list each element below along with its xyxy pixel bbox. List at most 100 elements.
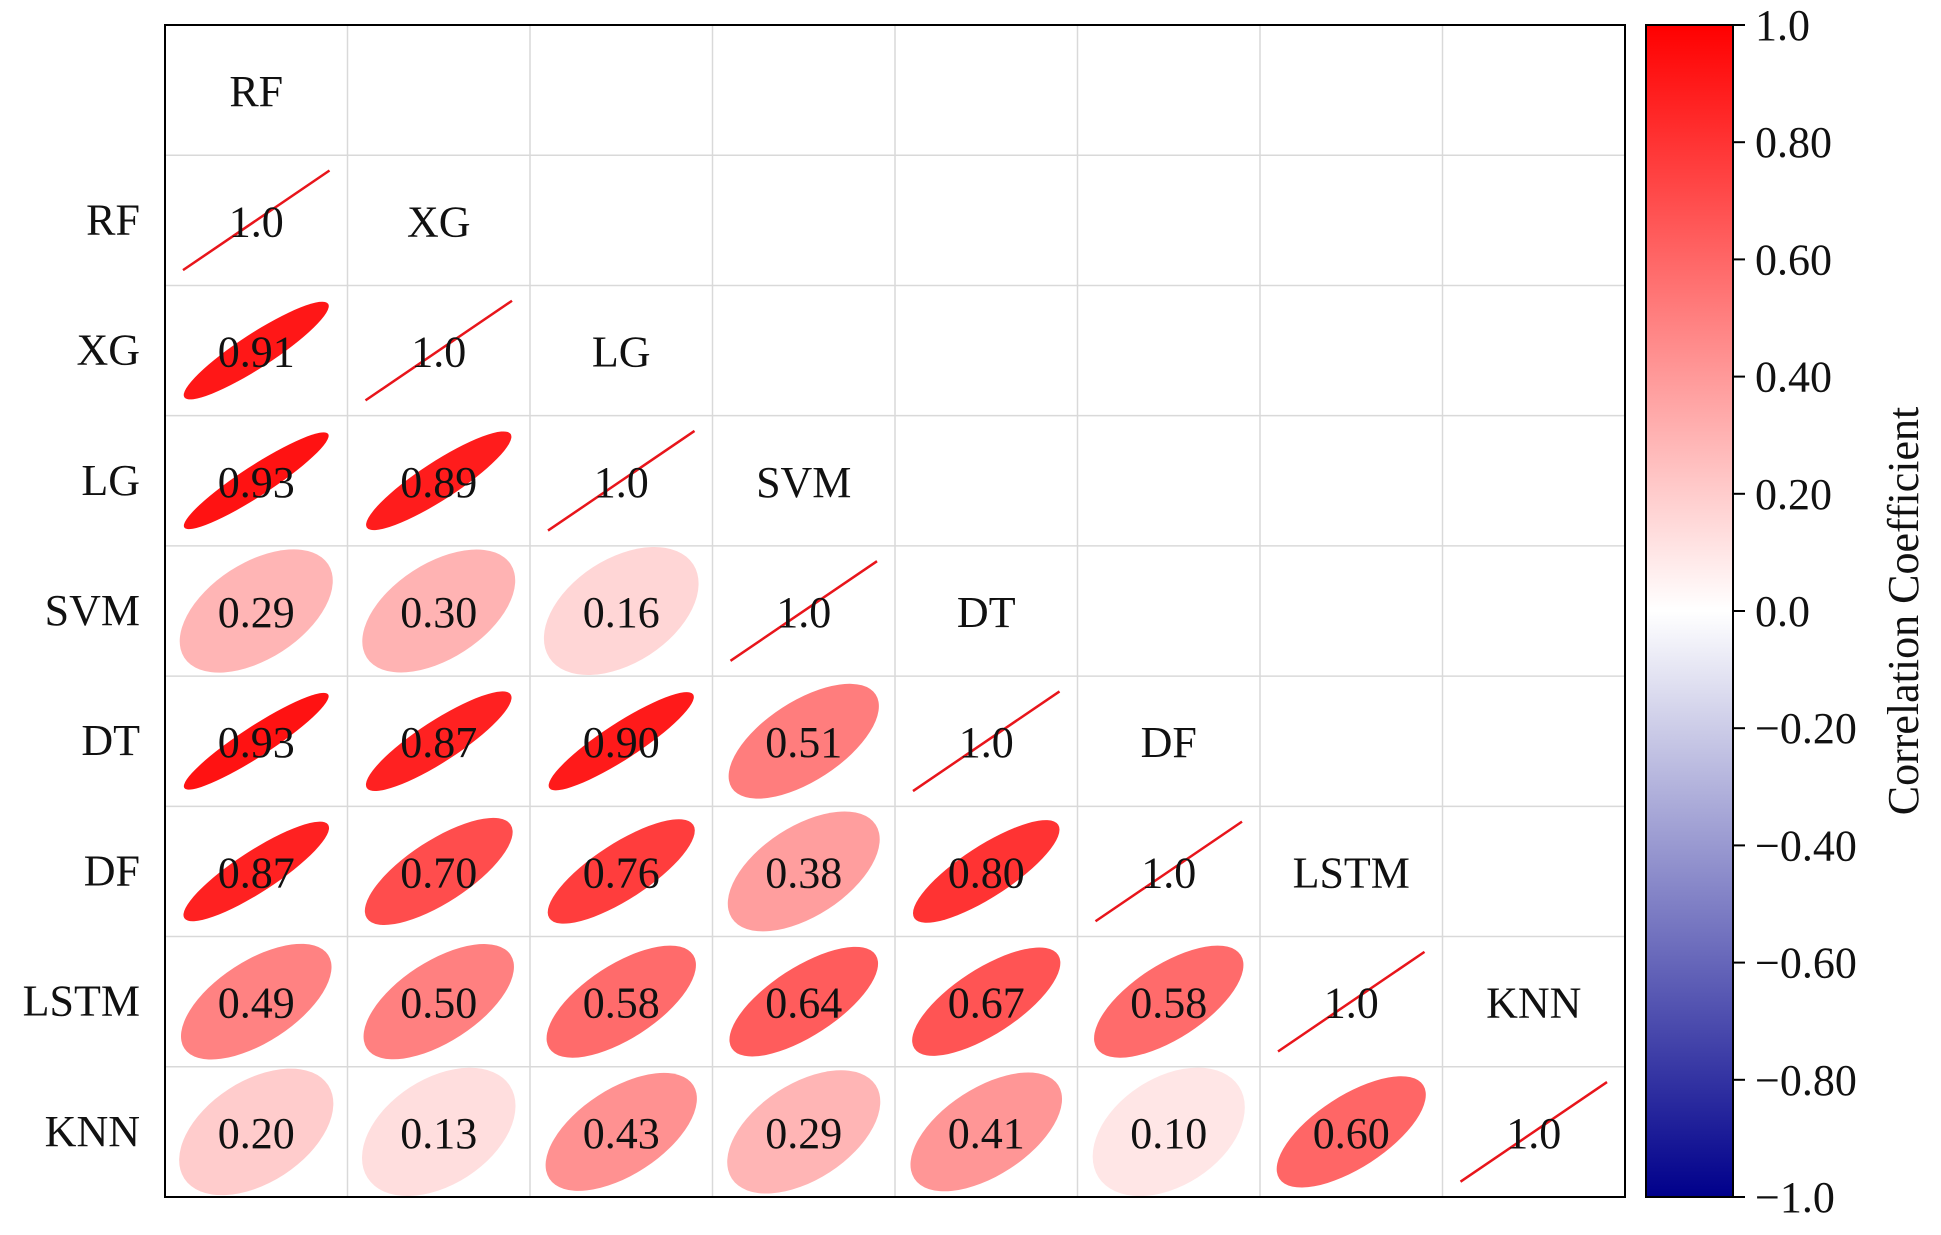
colorbar-tick-label: −0.20 — [1755, 704, 1857, 753]
diagonal-line — [547, 429, 696, 532]
variable-labels: RF XG LG SVM DT DF LSTM KNN RF XG LG SVM DT DF LSTM KNN — [23, 67, 1582, 1156]
colorbar-tick-label: 0.60 — [1755, 235, 1832, 284]
cell-lstm-rf: 0.49 — [180, 943, 332, 1060]
diagonal-line — [182, 169, 331, 272]
cell-knn-rf: 0.20 — [179, 1068, 334, 1196]
column-label-df: DF — [1141, 718, 1197, 767]
correlation-ellipse — [547, 819, 695, 924]
correlation-value: 0.49 — [218, 979, 295, 1028]
colorbar-tick-label: −1.0 — [1755, 1173, 1835, 1222]
cell-dt-dt: 1.0 — [912, 690, 1061, 793]
colorbar-tick-label: 0.20 — [1755, 470, 1832, 519]
row-label-svm: SVM — [45, 586, 140, 635]
diagonal-line — [912, 690, 1061, 793]
column-label-lstm: LSTM — [1293, 848, 1410, 897]
colorbar-tick-label: 0.40 — [1755, 353, 1832, 402]
colorbar-label: Correlation Coefficient — [1879, 407, 1928, 816]
correlation-value: 0.41 — [948, 1109, 1025, 1158]
row-label-knn: KNN — [45, 1107, 140, 1156]
column-label-knn: KNN — [1486, 979, 1581, 1028]
colorbar: 1.0 0.80 0.60 0.40 0.20 0.0 −0.20 −0.40 −0.60 −0.… — [1645, 1, 1928, 1222]
cell-dt-lg: 0.90 — [548, 692, 694, 791]
cell-knn-df: 0.10 — [1092, 1067, 1245, 1197]
diagonal-line — [729, 560, 878, 662]
correlation-value: 0.89 — [400, 458, 477, 507]
correlation-value: 0.91 — [218, 328, 295, 377]
correlation-value: 0.60 — [1313, 1109, 1390, 1158]
cell-xg-xg: 1.0 — [364, 299, 513, 402]
cell-lg-rf: 0.93 — [183, 432, 329, 530]
cell-dt-svm: 0.51 — [728, 683, 879, 799]
diagonal-line — [1277, 950, 1426, 1053]
correlation-value: 0.87 — [218, 848, 295, 897]
column-label-svm: SVM — [756, 458, 851, 507]
diagonal-line — [364, 299, 513, 402]
cell-svm-lg: 0.16 — [543, 547, 699, 675]
correlation-value: 0.38 — [765, 848, 842, 897]
correlation-ellipse — [546, 945, 696, 1058]
cell-knn-lg: 0.43 — [545, 1072, 697, 1191]
cell-lstm-df: 0.58 — [1094, 945, 1244, 1058]
correlation-ellipse — [728, 683, 879, 799]
correlation-ellipse — [183, 432, 329, 530]
correlation-value: 0.76 — [583, 848, 660, 897]
cell-svm-rf: 0.29 — [179, 549, 333, 673]
column-label-dt: DT — [957, 588, 1016, 637]
cell-lstm-svm: 0.64 — [729, 946, 879, 1057]
correlation-ellipse — [179, 549, 333, 673]
correlation-value: 0.87 — [400, 718, 477, 767]
cell-df-dt: 0.80 — [912, 820, 1060, 923]
colorbar-gradient — [1645, 24, 1734, 1198]
grid-lines — [165, 25, 1625, 1197]
cell-knn-svm: 0.29 — [727, 1070, 881, 1194]
diagonal-line — [1459, 1081, 1608, 1183]
cell-knn-lstm: 0.60 — [1276, 1076, 1426, 1188]
matrix-cells: 1.0 0.91 1.0 0.93 0.89 1.0 0.29 0.30 0.16 1.0 0.93… — [179, 169, 1608, 1197]
correlation-ellipse — [729, 946, 879, 1057]
cell-lg-lg: 1.0 — [547, 429, 696, 532]
correlation-value: 0.70 — [400, 848, 477, 897]
correlation-value: 0.58 — [1130, 979, 1207, 1028]
cell-knn-xg: 0.13 — [361, 1067, 516, 1197]
colorbar-tick-label: 0.0 — [1755, 587, 1810, 636]
correlation-value: 1.0 — [1324, 979, 1379, 1028]
correlation-ellipse — [362, 549, 516, 673]
cell-rf-rf: 1.0 — [182, 169, 331, 272]
correlation-value: 0.93 — [218, 718, 295, 767]
correlation-ellipse — [365, 691, 512, 792]
cell-lstm-dt: 0.67 — [912, 947, 1061, 1056]
cell-svm-xg: 0.30 — [362, 549, 516, 673]
correlation-ellipse — [543, 547, 699, 675]
cell-knn-dt: 0.41 — [910, 1072, 1063, 1192]
correlation-ellipse — [912, 820, 1060, 923]
cell-svm-svm: 1.0 — [729, 560, 878, 662]
colorbar-tick-label: 0.80 — [1755, 118, 1832, 167]
correlation-value: 0.29 — [765, 1109, 842, 1158]
correlation-value: 1.0 — [229, 197, 284, 246]
cell-dt-rf: 0.93 — [183, 692, 329, 790]
correlation-ellipse — [183, 301, 329, 400]
cell-lg-xg: 0.89 — [366, 431, 512, 531]
correlation-value: 1.0 — [1506, 1109, 1561, 1158]
correlation-value: 0.13 — [400, 1109, 477, 1158]
cell-xg-rf: 0.91 — [183, 301, 329, 400]
column-label-xg: XG — [407, 197, 471, 246]
row-label-rf: RF — [86, 195, 140, 244]
correlation-ellipse — [727, 1070, 881, 1194]
correlation-value: 0.90 — [583, 718, 660, 767]
cell-lstm-lg: 0.58 — [546, 945, 696, 1058]
cell-dt-xg: 0.87 — [365, 691, 512, 792]
correlation-value: 1.0 — [959, 718, 1014, 767]
cell-df-df: 1.0 — [1094, 820, 1243, 923]
correlation-value: 0.50 — [400, 979, 477, 1028]
colorbar-tick-label: −0.40 — [1755, 821, 1857, 870]
correlation-value: 1.0 — [594, 458, 649, 507]
row-label-xg: XG — [76, 326, 140, 375]
correlation-value: 0.93 — [218, 458, 295, 507]
correlation-ellipse — [180, 943, 332, 1060]
correlation-value: 0.16 — [583, 588, 660, 637]
correlation-value: 0.58 — [583, 979, 660, 1028]
cell-knn-knn: 1.0 — [1459, 1081, 1608, 1183]
correlation-value: 0.29 — [218, 588, 295, 637]
correlation-value: 1.0 — [1141, 848, 1196, 897]
